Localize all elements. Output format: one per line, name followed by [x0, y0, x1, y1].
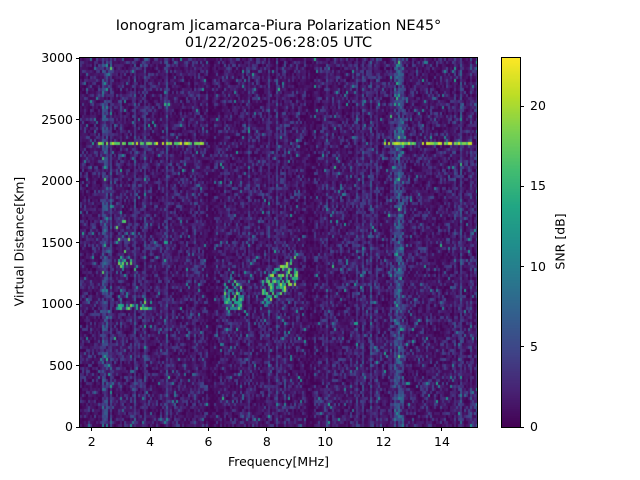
y-tick-label: 2000	[41, 173, 73, 188]
y-tick-mark	[76, 119, 80, 120]
y-tick-label: 500	[49, 357, 73, 373]
colorbar-tick-mark	[520, 185, 524, 187]
x-tick-label: 12	[375, 434, 392, 449]
y-tick-mark	[76, 426, 80, 428]
ionogram-heatmap	[79, 57, 478, 428]
x-tick-label: 8	[262, 434, 271, 449]
colorbar-tick-mark	[520, 346, 524, 348]
colorbar-tick-mark	[520, 266, 524, 268]
x-tick-mark	[441, 427, 443, 431]
y-tick-label: 1500	[41, 234, 73, 250]
x-tick-label: 10	[317, 434, 334, 449]
x-tick-mark	[383, 427, 385, 431]
colorbar-tick-label: 15	[530, 178, 546, 194]
x-tick-label: 6	[204, 434, 213, 449]
y-tick-label: 1000	[41, 296, 73, 311]
y-tick-mark	[76, 242, 80, 243]
chart-subtitle-timestamp: 01/22/2025-06:28:05 UTC	[184, 35, 373, 51]
x-tick-label: 4	[146, 434, 155, 449]
y-tick-mark	[76, 303, 80, 305]
y-tick-mark	[76, 57, 80, 59]
y-tick-label: 2500	[41, 111, 73, 127]
x-tick-mark	[207, 427, 209, 431]
x-tick-label: 14	[434, 434, 450, 449]
y-tick-label: 3000	[41, 50, 73, 65]
x-tick-mark	[266, 427, 268, 431]
colorbar-tick-label: 5	[530, 338, 538, 354]
x-tick-mark	[324, 427, 326, 431]
colorbar-label: SNR [dB]	[552, 213, 568, 270]
y-tick-label: 0	[65, 419, 73, 434]
colorbar-tick-mark	[520, 105, 524, 107]
x-tick-mark	[149, 427, 151, 431]
chart-title: Ionogram Jicamarca-Piura Polarization NE…	[115, 18, 442, 34]
x-tick-mark	[91, 427, 93, 431]
x-tick-label: 2	[87, 434, 96, 449]
colorbar-tick-label: 0	[530, 419, 538, 434]
colorbar-tick-label: 10	[530, 258, 546, 274]
colorbar-tick-label: 20	[530, 98, 546, 114]
y-tick-mark	[76, 180, 80, 182]
colorbar	[501, 57, 521, 428]
colorbar-tick-mark	[520, 426, 524, 428]
y-tick-mark	[76, 365, 80, 366]
x-axis-label: Frequency[MHz]	[227, 454, 330, 469]
